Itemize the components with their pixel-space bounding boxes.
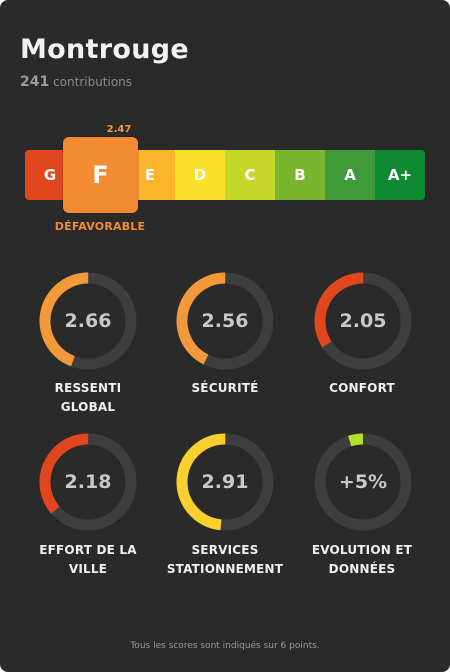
gauge-label-line1: SÉCURITÉ (191, 381, 259, 395)
gauge-ring (314, 272, 412, 370)
contributions-number: 241 (20, 74, 50, 90)
gauge-ring (176, 433, 274, 531)
gauge-label-line2: GLOBAL (60, 400, 116, 414)
gauge-label-line1: EVOLUTION ET (311, 543, 413, 557)
gauge-ring (176, 272, 274, 370)
footnote: Tous les scores sont indiqués sur 6 poin… (130, 641, 320, 651)
selected-grade-badge: F (63, 137, 138, 213)
grade-b: B (275, 150, 325, 200)
gauge-value: 2.91 (201, 471, 249, 493)
gauge-fill-arc (39, 433, 137, 531)
gauge-3: 2.18 (38, 432, 138, 532)
grade-c: C (225, 150, 275, 200)
grade-aplus: A+ (375, 150, 425, 200)
gauge-label-line2: VILLE (68, 562, 108, 576)
gauge-1: 2.56 (175, 271, 275, 371)
gauge-value: 2.05 (339, 310, 387, 332)
gauge-ring (314, 433, 412, 531)
gauge-label: EFFORT DE LA VILLE (18, 541, 158, 579)
gauge-label-line1: RESSENTI (54, 381, 122, 395)
gauge-value: 2.56 (201, 310, 249, 332)
gauge-label-line1: SERVICES (191, 543, 259, 557)
selected-grade-label: DÉFAVORABLE (54, 220, 146, 233)
gauge-value: 2.66 (64, 310, 112, 332)
gauge-fill-arc (176, 272, 274, 370)
contributions-label: contributions (53, 75, 133, 89)
gauge-value: 2.18 (64, 471, 112, 493)
gauge-label-line1: CONFORT (329, 381, 395, 395)
gauge-2: 2.05 (313, 271, 413, 371)
city-name: Montrouge (20, 34, 189, 65)
gauge-label: CONFORT (292, 379, 432, 398)
grade-a: A (325, 150, 375, 200)
gauge-label: EVOLUTION ET DONNÉES (292, 541, 432, 579)
gauge-label: RESSENTI GLOBAL (18, 379, 158, 417)
gauge-0: 2.66 (38, 271, 138, 371)
gauge-label-line2: DONNÉES (328, 562, 396, 576)
gauge-track (314, 433, 412, 531)
gauge-label-line1: EFFORT DE LA (39, 543, 137, 557)
gauge-fill-arc (314, 433, 412, 531)
gauge-value: +5% (338, 471, 388, 493)
gauge-fill-arc (39, 272, 137, 370)
gauge-4: 2.91 (175, 432, 275, 532)
gauge-5: +5% (313, 432, 413, 532)
grade-d: D (175, 150, 225, 200)
contributions-count: 241 contributions (20, 74, 132, 90)
gauge-label-line2: STATIONNEMENT (166, 562, 284, 576)
gauge-ring (39, 433, 137, 531)
gauge-label: SERVICES STATIONNEMENT (155, 541, 295, 579)
gauge-ring (39, 272, 137, 370)
selected-grade-score: 2.47 (106, 124, 132, 135)
gauge-label: SÉCURITÉ (155, 379, 295, 398)
